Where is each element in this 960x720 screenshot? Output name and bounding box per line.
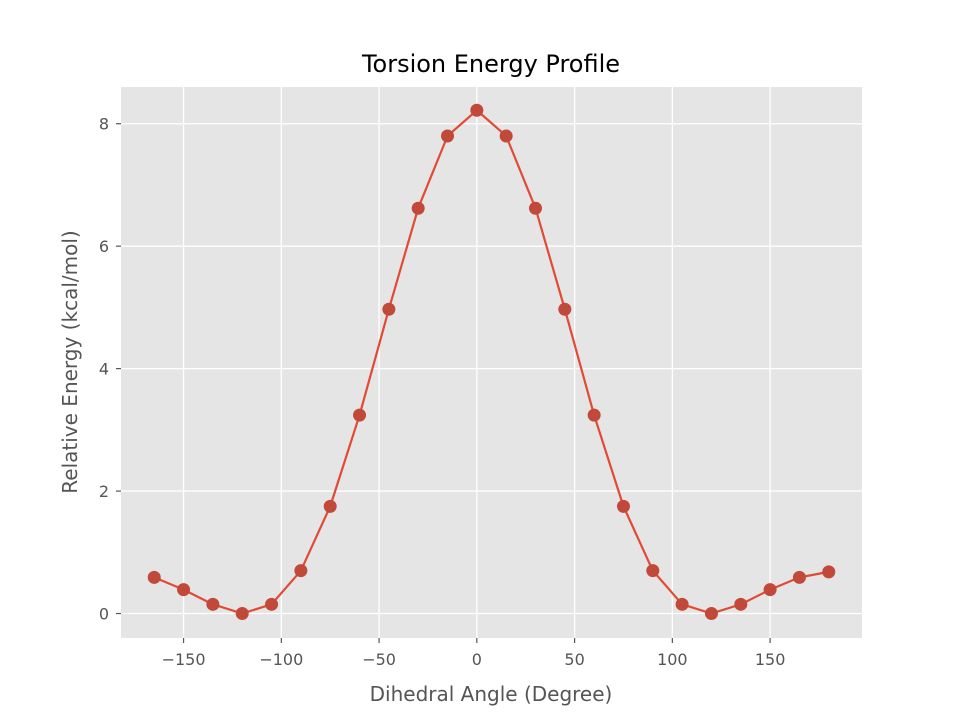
y-tick-label: 4 <box>99 360 109 379</box>
data-point <box>411 201 425 215</box>
data-point <box>558 302 572 316</box>
y-tick-label: 2 <box>99 482 109 501</box>
chart-title: Torsion Energy Profile <box>361 50 620 78</box>
data-point <box>177 583 191 597</box>
data-point <box>323 499 337 513</box>
data-point <box>675 597 689 611</box>
data-point <box>235 607 249 621</box>
x-tick-label: −150 <box>162 650 206 669</box>
x-tick-label: −100 <box>259 650 303 669</box>
x-tick-label: 50 <box>564 650 584 669</box>
data-point <box>499 129 513 143</box>
data-point <box>206 597 220 611</box>
data-point <box>763 583 777 597</box>
y-tick-label: 8 <box>99 115 109 134</box>
data-point <box>704 607 718 621</box>
data-point <box>587 408 601 422</box>
data-point <box>382 302 396 316</box>
data-point <box>528 201 542 215</box>
x-tick-label: 100 <box>657 650 688 669</box>
data-point <box>294 564 308 578</box>
data-point <box>734 597 748 611</box>
x-axis-label: Dihedral Angle (Degree) <box>370 682 613 706</box>
y-tick-label: 6 <box>99 237 109 256</box>
data-point <box>646 564 660 578</box>
axis-ticks: −150 −100 −50 0 50 100 150 0 2 4 6 8 <box>99 115 786 669</box>
data-point <box>353 408 367 422</box>
data-series <box>147 103 836 621</box>
data-point <box>265 597 279 611</box>
x-tick-label: −50 <box>362 650 396 669</box>
data-point <box>147 570 161 584</box>
x-tick-label: 150 <box>755 650 786 669</box>
y-axis-label: Relative Energy (kcal/mol) <box>58 230 82 493</box>
x-tick-label: 0 <box>472 650 482 669</box>
plot-area <box>121 87 862 638</box>
data-point <box>441 129 455 143</box>
data-point <box>616 499 630 513</box>
y-tick-label: 0 <box>99 605 109 624</box>
data-point <box>470 103 484 117</box>
data-point <box>822 565 836 579</box>
data-point <box>792 570 806 584</box>
